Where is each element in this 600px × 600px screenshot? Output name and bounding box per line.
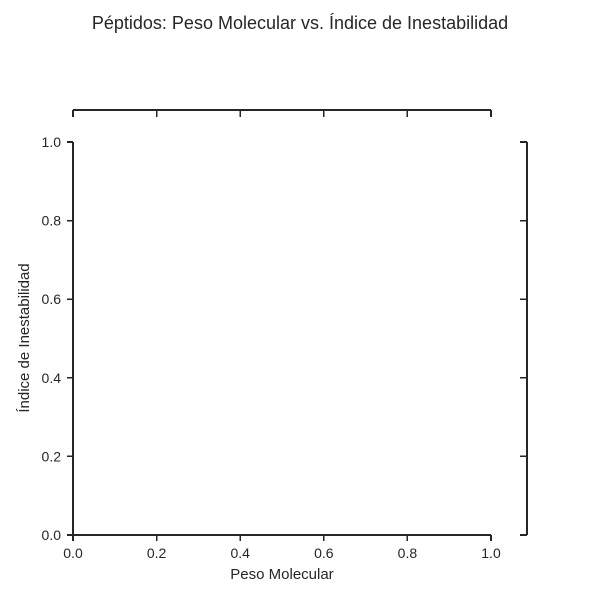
right-marginal-axis	[520, 141, 528, 536]
y-tick-label-0: 0.0	[42, 527, 62, 543]
x-tick-label-4: 0.8	[398, 545, 418, 561]
x-tick-label-1: 0.2	[147, 545, 167, 561]
x-ticks: 0.0 0.2 0.4 0.6 0.8 1.0	[63, 535, 501, 561]
chart-title: Péptidos: Peso Molecular vs. Índice de I…	[92, 13, 508, 33]
y-tick-label-1: 0.2	[42, 448, 62, 464]
x-tick-label-5: 1.0	[481, 545, 501, 561]
x-axis-label: Peso Molecular	[230, 566, 333, 583]
top-marginal-ticks	[72, 110, 492, 117]
y-tick-label-4: 0.8	[42, 213, 62, 229]
y-tick-label-2: 0.4	[42, 370, 62, 386]
y-axis-label: Índice de Inestabilidad	[16, 263, 33, 412]
top-marginal-axis	[72, 109, 492, 117]
x-tick-label-0: 0.0	[63, 545, 83, 561]
y-ticks: 0.0 0.2 0.4 0.6 0.8 1.0	[42, 134, 73, 543]
y-tick-label-3: 0.6	[42, 291, 62, 307]
x-tick-label-2: 0.4	[230, 545, 250, 561]
y-tick-label-5: 1.0	[42, 134, 62, 150]
main-axes: 0.0 0.2 0.4 0.6 0.8 1.0 0.0 0.2 0.4 0.6 0.8 1.0	[42, 134, 501, 561]
right-marginal-ticks	[520, 141, 527, 536]
x-tick-label-3: 0.6	[314, 545, 334, 561]
